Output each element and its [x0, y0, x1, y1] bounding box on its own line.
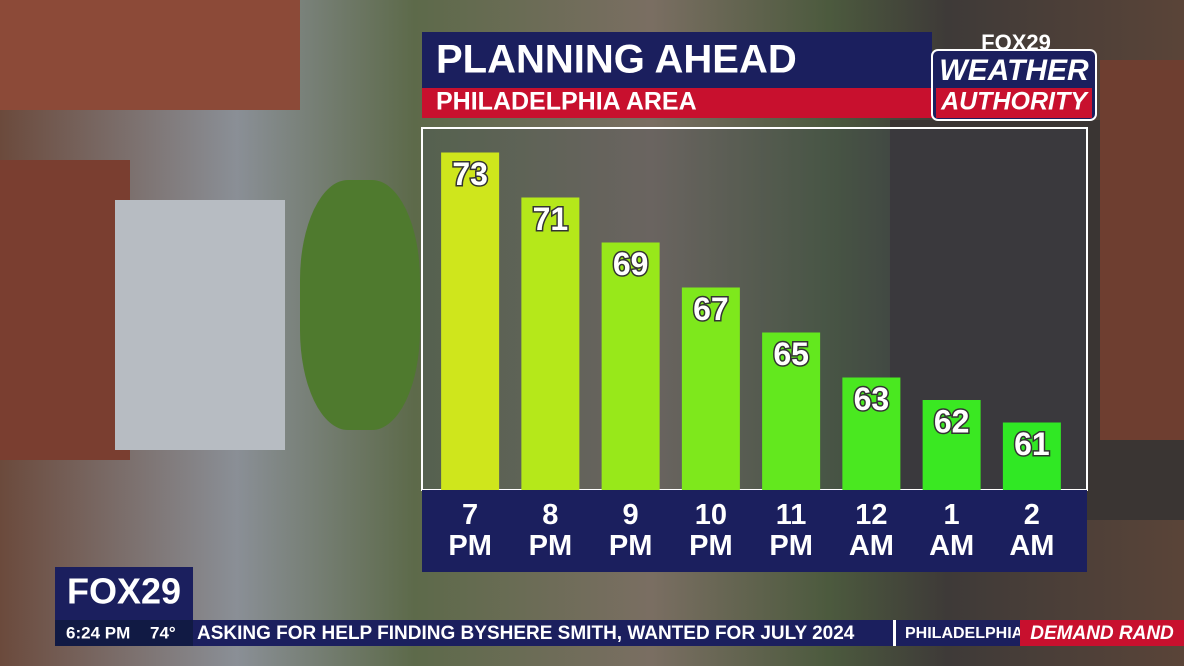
ticker-divider — [893, 620, 896, 646]
x-tick-label: 10 PM — [689, 499, 733, 562]
promo-box — [1020, 620, 1184, 646]
value-label: 69 — [613, 246, 649, 282]
value-label: 67 — [693, 291, 729, 327]
value-label: 71 — [533, 201, 569, 237]
bar — [762, 332, 821, 490]
building — [0, 0, 300, 110]
bar — [681, 287, 740, 490]
value-label: 61 — [1014, 426, 1050, 462]
title-box — [422, 32, 932, 88]
tree — [300, 180, 420, 430]
bug-station: FOX29 — [67, 571, 181, 612]
bug-box — [55, 567, 193, 620]
ticker-headline: ASKING FOR HELP FINDING BYSHERE SMITH, W… — [197, 623, 855, 644]
bug-temp: 74° — [150, 623, 176, 642]
x-tick-label: 8 PM — [528, 499, 573, 562]
x-tick-label: 9 PM — [608, 499, 653, 562]
bug-time: 6:24 PM — [66, 623, 130, 642]
bar — [441, 152, 500, 490]
chart-title: PLANNING AHEAD — [436, 38, 797, 82]
bar — [601, 242, 660, 490]
building — [0, 160, 130, 460]
logo-line1: WEATHER — [939, 54, 1089, 87]
x-tick-label: 12 AM — [848, 499, 894, 562]
logo-line2: AUTHORITY — [940, 88, 1089, 116]
subtitle-box — [422, 88, 932, 118]
category-band — [422, 490, 1087, 572]
logo-red — [936, 88, 1092, 118]
bar — [521, 197, 580, 490]
ticker-bar — [193, 620, 1184, 646]
bug-time-box — [55, 620, 193, 646]
bar — [842, 377, 901, 490]
bar — [1002, 422, 1061, 490]
x-tick-label: 2 AM — [1009, 499, 1055, 562]
building — [115, 200, 285, 450]
logo-station: FOX29 — [981, 30, 1051, 55]
chimney — [1100, 60, 1184, 440]
value-label: 65 — [773, 336, 809, 372]
chart-subtitle: PHILADELPHIA AREA — [436, 88, 697, 116]
x-tick-label: 7 PM — [448, 499, 492, 562]
value-label: 62 — [934, 403, 970, 439]
x-tick-label: 1 AM — [929, 499, 975, 562]
value-label: 73 — [452, 156, 488, 192]
bar — [922, 400, 981, 490]
x-tick-label: 11 PM — [769, 499, 813, 562]
ticker-location: PHILADELPHIA — [905, 625, 1024, 642]
ticker-promo: DEMAND RAND — [1030, 623, 1174, 644]
value-label: 63 — [854, 381, 890, 417]
